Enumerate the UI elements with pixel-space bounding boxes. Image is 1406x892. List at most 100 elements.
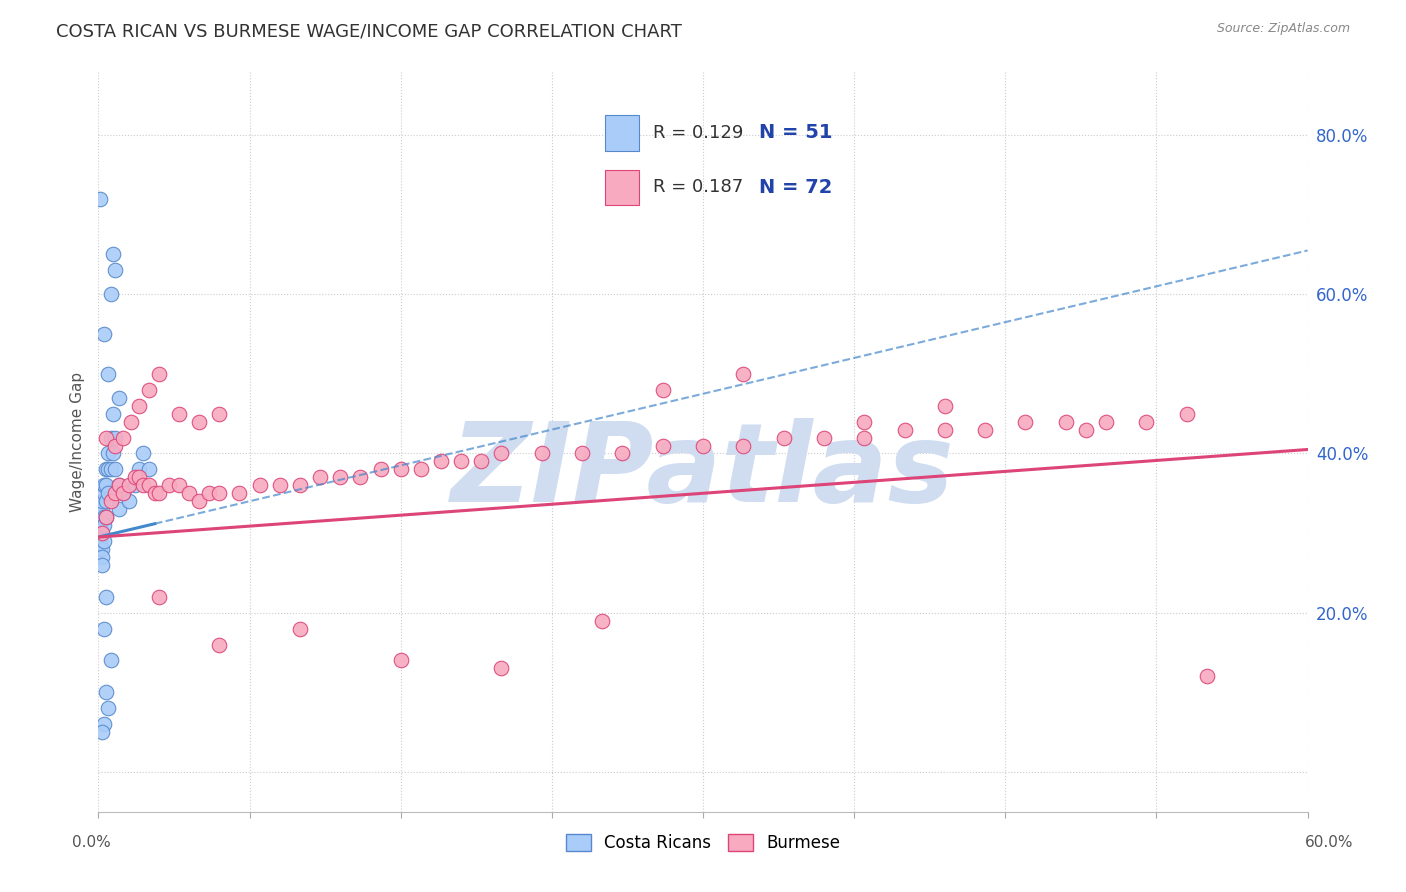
Point	[249, 478, 271, 492]
Point	[96, 462, 118, 476]
Point	[1175, 407, 1198, 421]
Point	[1195, 669, 1218, 683]
Point	[1014, 415, 1036, 429]
Point	[470, 454, 492, 468]
Text: COSTA RICAN VS BURMESE WAGE/INCOME GAP CORRELATION CHART: COSTA RICAN VS BURMESE WAGE/INCOME GAP C…	[56, 22, 682, 40]
Point	[128, 399, 150, 413]
Point	[138, 478, 160, 492]
Point	[93, 534, 115, 549]
Point	[148, 486, 170, 500]
Y-axis label: Wage/Income Gap: Wage/Income Gap	[69, 371, 84, 512]
Point	[93, 478, 115, 492]
Point	[118, 478, 141, 492]
Point	[93, 518, 115, 533]
Point	[288, 478, 311, 492]
Point	[132, 478, 155, 492]
Point	[733, 367, 755, 381]
Point	[96, 510, 118, 524]
Point	[1095, 415, 1118, 429]
Point	[93, 717, 115, 731]
Point	[612, 446, 634, 460]
Point	[893, 423, 915, 437]
Point	[96, 590, 118, 604]
Point	[120, 415, 142, 429]
Point	[103, 263, 125, 277]
Point	[107, 478, 129, 492]
Point	[389, 653, 412, 667]
Point	[853, 431, 876, 445]
Point	[100, 462, 122, 476]
Point	[89, 518, 111, 533]
Point	[157, 478, 180, 492]
Point	[167, 478, 190, 492]
Point	[101, 446, 124, 460]
Point	[349, 470, 371, 484]
Text: 60.0%: 60.0%	[1305, 836, 1353, 850]
Point	[101, 407, 124, 421]
Point	[89, 526, 111, 541]
Point	[93, 622, 115, 636]
Point	[228, 486, 250, 500]
Point	[103, 462, 125, 476]
Point	[96, 685, 118, 699]
Text: Source: ZipAtlas.com: Source: ZipAtlas.com	[1216, 22, 1350, 36]
Point	[96, 431, 118, 445]
Point	[530, 446, 553, 460]
Point	[167, 407, 190, 421]
Point	[269, 478, 291, 492]
Point	[128, 462, 150, 476]
Point	[138, 462, 160, 476]
Point	[409, 462, 432, 476]
Point	[91, 526, 114, 541]
Point	[89, 541, 111, 556]
Text: ZIPatlas: ZIPatlas	[451, 417, 955, 524]
Point	[188, 415, 211, 429]
Point	[772, 431, 794, 445]
Point	[934, 399, 956, 413]
Point	[91, 494, 114, 508]
Point	[111, 486, 134, 500]
Point	[107, 391, 129, 405]
Point	[128, 470, 150, 484]
Point	[124, 470, 146, 484]
Point	[96, 510, 118, 524]
Point	[111, 486, 134, 500]
Point	[329, 470, 352, 484]
Point	[491, 661, 513, 675]
Point	[208, 407, 231, 421]
Point	[934, 423, 956, 437]
Point	[93, 327, 115, 342]
Point	[1135, 415, 1157, 429]
Point	[91, 558, 114, 572]
Point	[97, 701, 120, 715]
Point	[148, 590, 170, 604]
Point	[107, 502, 129, 516]
Point	[97, 486, 120, 500]
Point	[89, 534, 111, 549]
Point	[591, 614, 613, 628]
Point	[974, 423, 997, 437]
Point	[97, 462, 120, 476]
Point	[111, 431, 134, 445]
Point	[450, 454, 472, 468]
Point	[138, 383, 160, 397]
Text: 0.0%: 0.0%	[72, 836, 111, 850]
Point	[100, 494, 122, 508]
Point	[100, 287, 122, 301]
Point	[389, 462, 412, 476]
Point	[1074, 423, 1097, 437]
Point	[96, 478, 118, 492]
Point	[124, 478, 146, 492]
Point	[148, 367, 170, 381]
Point	[89, 192, 111, 206]
Point	[692, 438, 714, 452]
Point	[103, 486, 125, 500]
Point	[309, 470, 332, 484]
Point	[733, 438, 755, 452]
Point	[89, 510, 111, 524]
Point	[853, 415, 876, 429]
Point	[208, 486, 231, 500]
Point	[107, 478, 129, 492]
Point	[97, 446, 120, 460]
Point	[101, 247, 124, 261]
